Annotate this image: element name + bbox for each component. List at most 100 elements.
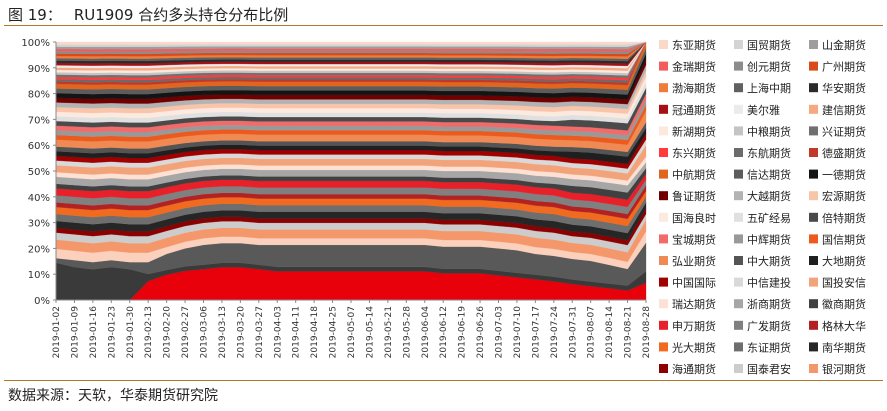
y-tick-label: 40% <box>28 193 50 204</box>
legend-label: 冠通期货 <box>672 103 716 117</box>
legend-swatch <box>809 169 818 179</box>
legend-swatch <box>659 126 668 136</box>
legend-label: 中国国际 <box>672 277 716 290</box>
legend-label: 光大期货 <box>672 340 716 354</box>
x-tick-label: 2019-07-03 <box>495 306 505 358</box>
source-note: 数据来源：天软，华泰期货研究院 <box>8 388 218 404</box>
x-tick-label: 2019-08-07 <box>587 306 597 358</box>
x-tick-label: 2019-03-06 <box>200 306 210 359</box>
figure-number: 图 19： <box>8 6 62 24</box>
legend-label: 大越期货 <box>747 189 791 203</box>
legend-swatch <box>659 277 668 287</box>
legend-label: 金瑞期货 <box>672 60 716 74</box>
x-tick-label: 2019-03-27 <box>255 306 265 358</box>
y-tick-label: 60% <box>28 141 50 152</box>
legend-swatch <box>734 320 743 330</box>
legend-swatch <box>659 342 668 352</box>
legend-label: 中粮期货 <box>747 124 791 138</box>
legend-swatch <box>659 61 668 71</box>
y-tick-label: 20% <box>28 244 50 255</box>
y-tick-label: 10% <box>28 270 50 281</box>
x-tick-label: 2019-04-18 <box>310 306 320 359</box>
legend-label: 南华期货 <box>822 340 866 354</box>
x-tick-label: 2019-06-19 <box>458 306 468 359</box>
legend-label: 瑞达期货 <box>672 297 716 311</box>
figure-title: 图 19： RU1909 合约多头持仓分布比例 <box>8 4 300 25</box>
legend-swatch <box>809 256 818 265</box>
legend-label: 信达期货 <box>747 168 791 182</box>
legend-swatch <box>809 342 818 352</box>
legend-swatch <box>659 104 668 114</box>
x-tick-label: 2019-01-16 <box>89 306 99 359</box>
x-tick-label: 2019-02-20 <box>163 306 173 359</box>
x-tick-label: 2019-04-11 <box>292 306 302 358</box>
legend-label: 广发期货 <box>747 319 791 333</box>
figure-title-text: RU1909 合约多头持仓分布比例 <box>73 6 289 24</box>
legend-label: 德盛期货 <box>822 146 866 160</box>
legend-label: 格林大华 <box>822 319 866 333</box>
title-rule <box>4 25 883 26</box>
legend-swatch <box>659 83 668 93</box>
legend-swatch <box>809 277 818 287</box>
legend-label: 渤海期货 <box>672 81 716 95</box>
chart-area: 0% 10% 20% 30% 40% 50% 60% 70% 80% 90% 100% 2019-01… <box>4 28 883 411</box>
legend-label: 倍特期货 <box>822 211 866 225</box>
x-tick-label: 2019-05-28 <box>402 306 412 359</box>
x-tick-label: 2019-05-21 <box>384 306 394 358</box>
legend-swatch <box>734 364 743 373</box>
x-tick-label: 2019-08-28 <box>642 306 652 359</box>
legend-label: 浙商期货 <box>747 297 791 311</box>
legend-label: 广州期货 <box>822 60 866 74</box>
legend-swatch <box>734 342 743 352</box>
legend-swatch <box>734 299 743 309</box>
legend-label: 中辉期货 <box>747 232 791 246</box>
legend-swatch <box>734 277 743 287</box>
x-tick-label: 2019-05-07 <box>347 306 357 358</box>
x-tick-label: 2019-01-30 <box>126 306 136 359</box>
legend-swatch <box>659 212 668 222</box>
legend-label: 鲁证期货 <box>672 189 716 203</box>
legend-label: 大地期货 <box>822 254 866 268</box>
x-tick-label: 2019-06-12 <box>439 306 449 358</box>
x-tick-label: 2019-04-03 <box>273 306 283 358</box>
legend-label: 山金期货 <box>822 38 866 52</box>
x-tick-label: 2019-06-04 <box>421 306 431 359</box>
legend-swatch <box>809 234 818 244</box>
x-tick-label: 2019-02-13 <box>144 306 154 358</box>
legend-label: 宏源期货 <box>822 189 866 203</box>
legend-swatch <box>809 364 818 373</box>
legend-swatch <box>734 104 743 114</box>
x-tick-label: 2019-02-27 <box>181 306 191 358</box>
legend-label: 申万期货 <box>672 319 716 333</box>
y-tick-label: 90% <box>28 64 50 75</box>
legend-label: 美尔雅 <box>747 103 780 117</box>
legend-label: 东证期货 <box>747 340 791 354</box>
x-tick-label: 2019-01-23 <box>107 306 117 358</box>
legend-swatch <box>809 320 818 330</box>
legend-swatch <box>809 126 818 136</box>
legend-swatch <box>734 126 743 136</box>
legend-swatch <box>659 169 668 179</box>
x-tick-label: 2019-03-13 <box>218 306 228 358</box>
legend-swatch <box>809 148 818 157</box>
y-tick-label: 0% <box>34 296 50 307</box>
legend-swatch <box>734 212 743 222</box>
area-series-51 <box>55 41 647 45</box>
x-tick-label: 2019-07-31 <box>568 306 578 358</box>
legend-label: 中信建投 <box>747 276 791 290</box>
y-tick-label: 70% <box>28 115 50 126</box>
legend-label: 国信期货 <box>822 232 866 246</box>
legend-label: 五矿经易 <box>747 212 791 225</box>
legend-swatch <box>809 299 818 309</box>
legend-label: 徽商期货 <box>822 297 866 311</box>
legend-swatch <box>734 83 743 93</box>
legend-label: 宝城期货 <box>672 232 716 246</box>
legend-swatch <box>659 299 668 309</box>
legend-swatch <box>659 320 668 330</box>
legend-swatch <box>659 191 668 201</box>
stacked-area-chart: 0% 10% 20% 30% 40% 50% 60% 70% 80% 90% 100% 2019-01… <box>21 38 866 411</box>
legend-label: 弘业期货 <box>672 254 716 268</box>
legend-swatch <box>659 256 668 265</box>
x-tick-label: 2019-01-02 <box>52 306 62 358</box>
x-tick-label: 2019-05-14 <box>365 306 375 359</box>
